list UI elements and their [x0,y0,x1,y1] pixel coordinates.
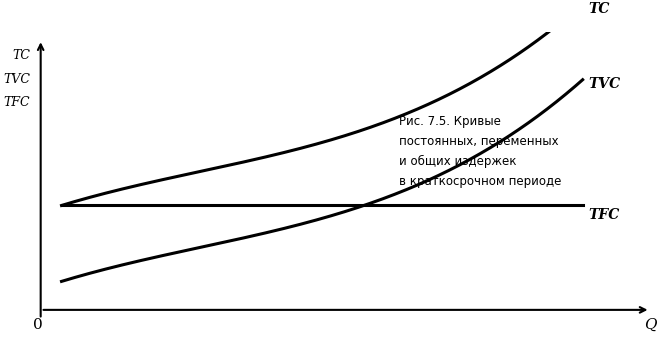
Text: TFC: TFC [3,96,30,109]
Text: Q: Q [644,318,656,332]
Text: TFC: TFC [588,208,619,222]
Text: 0: 0 [33,318,43,332]
Text: TC: TC [12,49,30,62]
Text: Рис. 7.5. Кривые
постоянных, переменных
и общих издержек
в краткосрочном периоде: Рис. 7.5. Кривые постоянных, переменных … [399,115,561,188]
Text: TC: TC [588,2,609,16]
Text: TVC: TVC [3,72,30,86]
Text: TVC: TVC [588,78,620,91]
